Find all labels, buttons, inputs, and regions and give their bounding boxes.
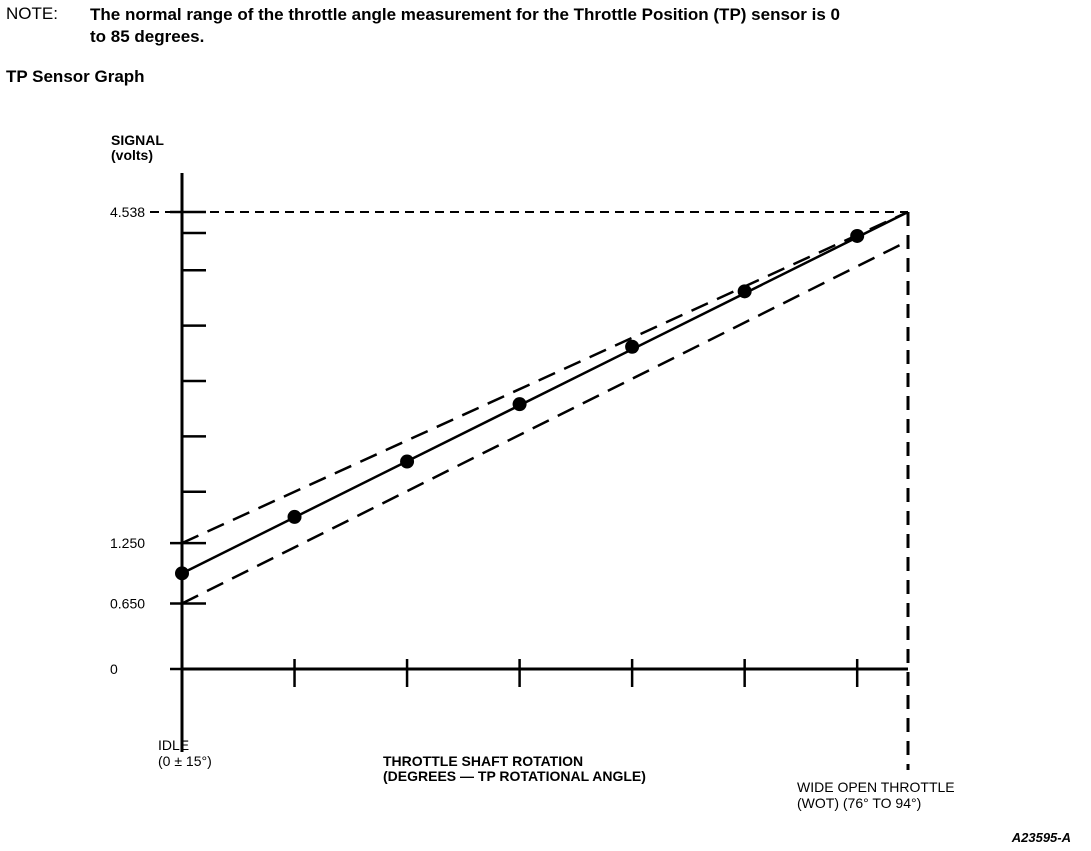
- note-label: NOTE:: [6, 4, 58, 23]
- x-wot-label-line-2: (WOT) (76° TO 94°): [797, 795, 921, 811]
- y-tick-label: 1.250: [110, 535, 145, 551]
- note-text: The normal range of the throttle angle m…: [90, 4, 840, 48]
- note-text-line-2: to 85 degrees.: [90, 27, 205, 46]
- data-point: [737, 284, 752, 299]
- x-axis-label-line-2: (DEGREES — TP ROTATIONAL ANGLE): [383, 768, 646, 784]
- x-wot-label-line-1: WIDE OPEN THROTTLE: [797, 779, 955, 795]
- data-point: [175, 566, 189, 581]
- x-idle-label-line-1: IDLE: [158, 737, 189, 753]
- note: NOTE: The normal range of the throttle a…: [6, 4, 1081, 48]
- y-axis-label-line-1: SIGNAL: [111, 132, 164, 148]
- chart-marks: [175, 210, 909, 605]
- series-line-nominal: [181, 210, 909, 575]
- y-tick-label: 4.538: [110, 204, 145, 220]
- y-tick-label: 0.650: [110, 596, 145, 612]
- y-tick-label: 0: [110, 661, 118, 677]
- data-point: [287, 509, 302, 524]
- figure-id: A23595-A: [1011, 830, 1071, 845]
- series-line-upper-limit: [181, 210, 909, 545]
- data-point: [400, 454, 415, 469]
- series-line-lower-limit: [181, 239, 909, 605]
- note-text-line-1: The normal range of the throttle angle m…: [90, 5, 840, 24]
- data-point: [625, 339, 640, 354]
- graph-title: TP Sensor Graph: [6, 67, 145, 86]
- data-point: [512, 397, 527, 412]
- x-axis-label-line-1: THROTTLE SHAFT ROTATION: [383, 753, 583, 769]
- y-axis-label-line-2: (volts): [111, 147, 153, 163]
- chart-static: 0 0.650 1.250 4.538: [110, 173, 910, 770]
- x-idle-label-line-2: (0 ± 15°): [158, 753, 212, 769]
- chart-text: SIGNAL (volts) IDLE (0 ± 15°) THROTTLE S…: [111, 132, 955, 811]
